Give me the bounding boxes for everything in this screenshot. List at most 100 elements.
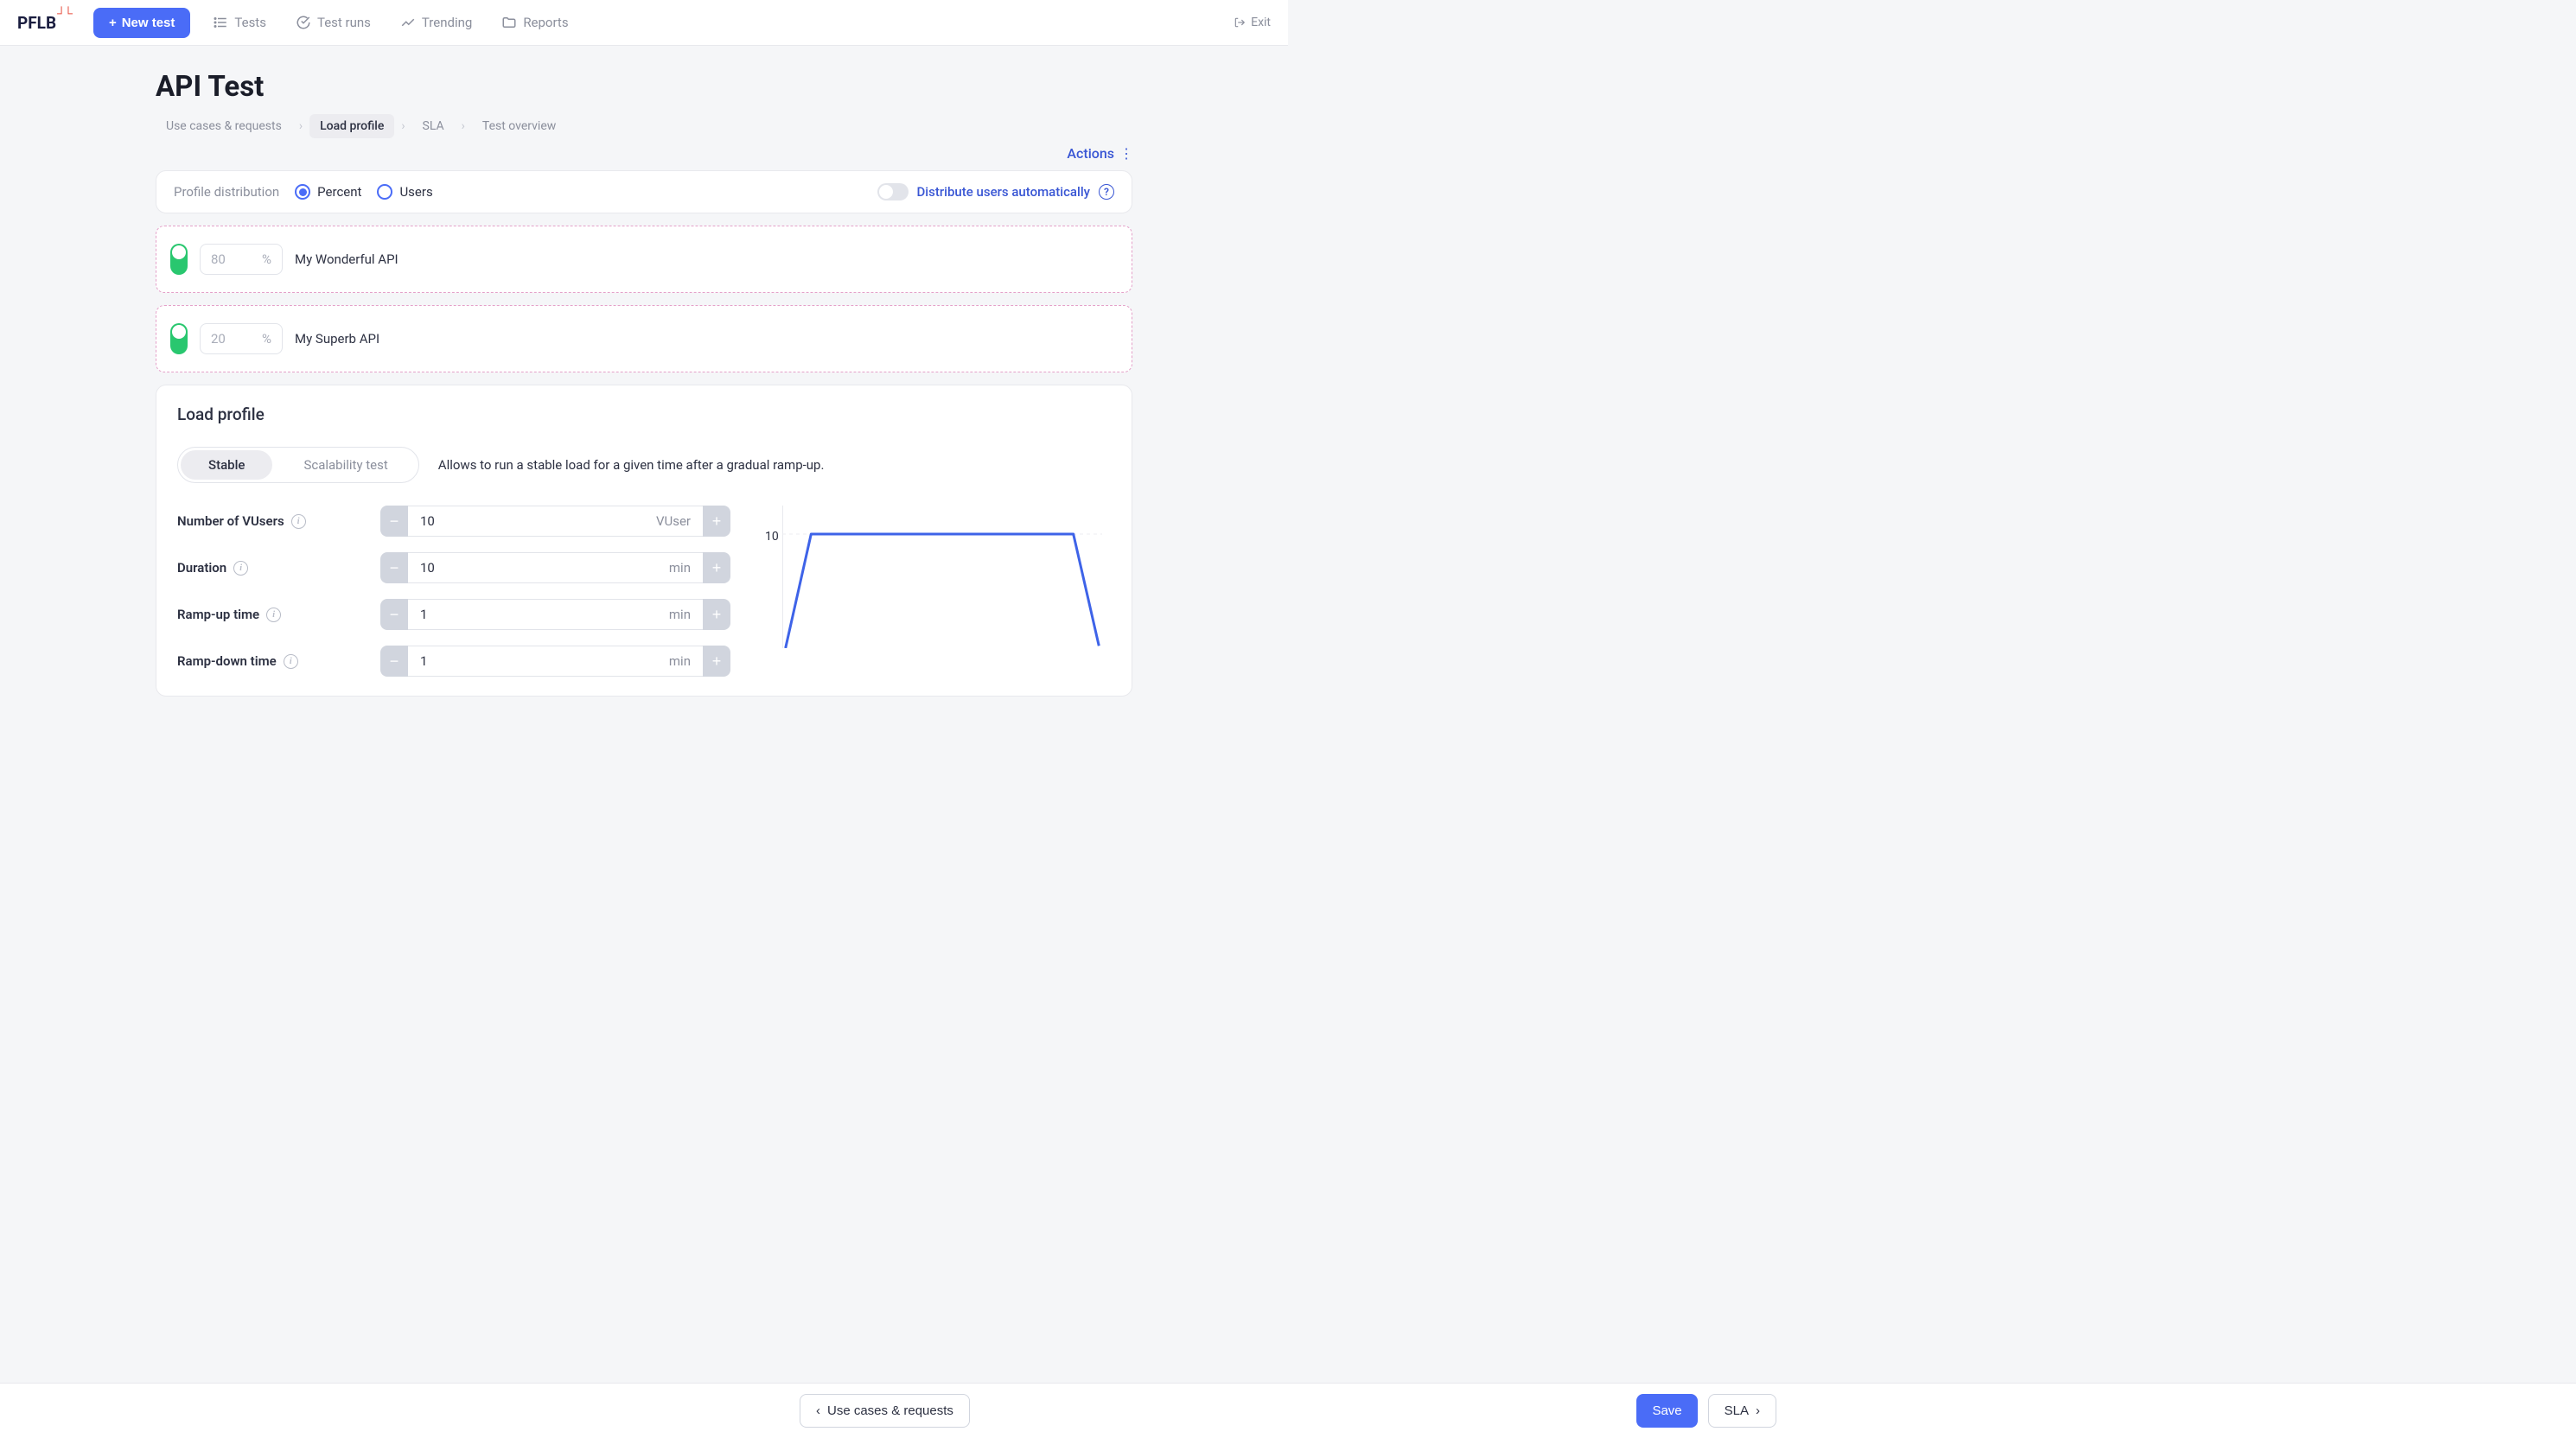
lp-unit: min <box>669 560 691 576</box>
increment-button[interactable]: + <box>703 646 730 677</box>
increment-button[interactable]: + <box>703 552 730 583</box>
lp-field-label: Number of VUsersi <box>177 513 380 529</box>
brand-logo: PFLB ┘└ <box>17 13 71 33</box>
actions-menu[interactable]: Actions ⋮ <box>1067 145 1132 162</box>
folder-icon <box>501 15 517 30</box>
exit-icon <box>1234 16 1246 29</box>
back-label: Use cases & requests <box>827 1403 953 1418</box>
crumb-use-cases[interactable]: Use cases & requests <box>156 114 292 138</box>
radio-users[interactable]: Users <box>377 184 432 200</box>
api-percent-value: 80 <box>211 251 226 267</box>
save-label: Save <box>1652 1403 1681 1418</box>
save-button[interactable]: Save <box>1636 1394 1697 1428</box>
lp-value: 1 <box>420 653 427 669</box>
radio-percent[interactable]: Percent <box>295 184 361 200</box>
lp-value-input[interactable]: 1 min <box>408 646 703 677</box>
crumb-load-profile[interactable]: Load profile <box>309 114 394 138</box>
chart-y-max-label: 10 <box>765 530 779 544</box>
info-icon[interactable]: i <box>233 561 248 576</box>
lp-field-row: Durationi−10min+ <box>177 552 730 583</box>
api-percent-value: 20 <box>211 331 226 347</box>
back-button[interactable]: ‹ Use cases & requests <box>800 1394 970 1428</box>
kebab-icon: ⋮ <box>1119 145 1132 162</box>
breadcrumb: Use cases & requests › Load profile › SL… <box>156 114 1132 138</box>
profile-description: Allows to run a stable load for a given … <box>438 457 825 473</box>
info-icon[interactable]: i <box>284 654 298 669</box>
brand-text: PFLB <box>17 13 56 33</box>
nav-trending[interactable]: Trending <box>393 10 479 35</box>
api-percent-input[interactable]: 20% <box>200 323 283 354</box>
lp-stepper: −1 min + <box>380 599 730 630</box>
distribution-label: Profile distribution <box>174 184 279 200</box>
page-title: API Test <box>156 70 1132 104</box>
decrement-button[interactable]: − <box>380 599 408 630</box>
lp-field-label: Ramp-down timei <box>177 653 380 669</box>
plus-icon: + <box>109 16 117 30</box>
decrement-button[interactable]: − <box>380 506 408 537</box>
list-icon <box>213 15 228 30</box>
chevron-right-icon: › <box>401 119 405 133</box>
lp-value-input[interactable]: 10 min <box>408 552 703 583</box>
lp-field-label: Ramp-up timei <box>177 607 380 622</box>
chevron-right-icon: › <box>1756 1403 1760 1418</box>
crumb-sla[interactable]: SLA <box>412 114 455 138</box>
nav-tests-label: Tests <box>234 15 266 30</box>
auto-distribute-label: Distribute users automatically <box>917 184 1090 200</box>
nav-tests[interactable]: Tests <box>206 10 273 35</box>
seg-stable[interactable]: Stable <box>181 450 272 480</box>
api-row: 80% My Wonderful API <box>156 226 1132 293</box>
lp-value: 1 <box>420 607 427 622</box>
lp-field-row: Ramp-down timei−1 min + <box>177 646 730 677</box>
chevron-right-icon: › <box>462 119 465 133</box>
check-circle-icon <box>296 15 311 30</box>
api-name: My Superb API <box>295 331 379 347</box>
nav-test-runs[interactable]: Test runs <box>289 10 378 35</box>
seg-scalability[interactable]: Scalability test <box>276 450 415 480</box>
decrement-button[interactable]: − <box>380 646 408 677</box>
percent-unit: % <box>262 331 271 347</box>
next-button[interactable]: SLA › <box>1708 1394 1776 1428</box>
distribution-card: Profile distribution Percent Users Distr… <box>156 170 1132 213</box>
percent-unit: % <box>262 251 271 267</box>
info-icon[interactable]: i <box>266 608 281 622</box>
nav-trending-label: Trending <box>422 15 472 30</box>
api-enable-toggle[interactable] <box>170 323 188 354</box>
api-name: My Wonderful API <box>295 251 399 267</box>
chevron-left-icon: ‹ <box>816 1403 820 1418</box>
lp-unit: min <box>669 607 691 622</box>
load-profile-chart: 10 <box>782 506 1111 677</box>
lp-value-input[interactable]: 1 min <box>408 599 703 630</box>
api-row: 20% My Superb API <box>156 305 1132 372</box>
nav-test-runs-label: Test runs <box>317 15 371 30</box>
radio-percent-label: Percent <box>317 184 361 200</box>
lp-value: 10 <box>420 560 435 576</box>
profile-type-segment: Stable Scalability test <box>177 447 419 483</box>
api-enable-toggle[interactable] <box>170 244 188 275</box>
exit-link[interactable]: Exit <box>1234 16 1271 29</box>
info-icon[interactable]: i <box>291 514 306 529</box>
decrement-button[interactable]: − <box>380 552 408 583</box>
radio-icon <box>295 184 310 200</box>
new-test-label: New test <box>122 16 175 30</box>
auto-distribute-toggle[interactable] <box>877 183 909 200</box>
increment-button[interactable]: + <box>703 599 730 630</box>
lp-stepper: −1 min + <box>380 646 730 677</box>
nav-reports[interactable]: Reports <box>494 10 575 35</box>
exit-label: Exit <box>1251 16 1271 29</box>
new-test-button[interactable]: + New test <box>93 8 190 38</box>
increment-button[interactable]: + <box>703 506 730 537</box>
chevron-right-icon: › <box>299 119 303 133</box>
chart-svg <box>782 506 1102 648</box>
brand-mark-icon: ┘└ <box>57 10 71 18</box>
lp-unit: min <box>669 653 691 669</box>
lp-stepper: −10VUser+ <box>380 506 730 537</box>
api-percent-input[interactable]: 80% <box>200 244 283 275</box>
load-profile-title: Load profile <box>177 404 1111 424</box>
radio-icon <box>377 184 392 200</box>
lp-value-input[interactable]: 10VUser <box>408 506 703 537</box>
help-icon[interactable]: ? <box>1099 184 1114 200</box>
load-profile-card: Load profile Stable Scalability test All… <box>156 385 1132 697</box>
lp-field-row: Ramp-up timei−1 min + <box>177 599 730 630</box>
crumb-overview[interactable]: Test overview <box>472 114 566 138</box>
trending-icon <box>400 15 416 30</box>
